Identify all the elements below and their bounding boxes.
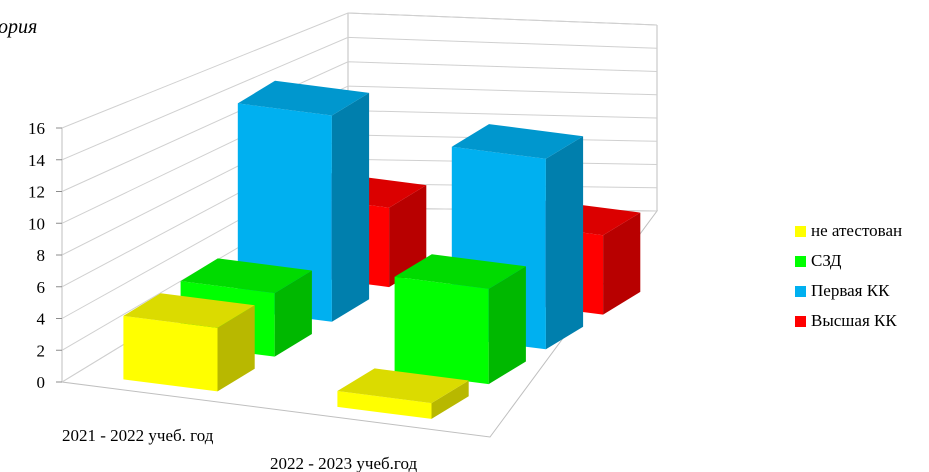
bar-front-face (337, 391, 432, 419)
bars (123, 80, 641, 419)
legend-swatch (795, 255, 806, 267)
legend-label: Высшая КК (811, 311, 897, 330)
legend-swatch (795, 225, 806, 237)
bar-top-face (337, 368, 469, 404)
gridline (61, 85, 658, 224)
legend-label: Первая КК (811, 281, 890, 300)
y-tick-label: 10 (28, 214, 45, 233)
bar-top-face (180, 258, 312, 294)
bar-top-face (394, 254, 526, 289)
legend-item: СЗД (795, 246, 902, 276)
chart-title-fragment: ория (0, 16, 37, 38)
bar-side-face (431, 380, 469, 419)
bar-side-face (331, 92, 370, 322)
y-tick-label: 4 (37, 310, 46, 329)
gridline (61, 12, 658, 129)
bar-side-face (389, 185, 427, 288)
x-category-label: 2021 - 2022 учеб. год (62, 426, 214, 445)
bar-side-face (603, 212, 641, 315)
bar-front-face (394, 276, 489, 385)
y-tick-label: 2 (37, 341, 46, 360)
x-axis-categories: 2021 - 2022 учеб. год 2022 - 2023 учеб.го… (62, 426, 417, 472)
legend-item: Первая КК (795, 276, 902, 306)
x-category-label: 2022 - 2023 учеб.год (270, 454, 417, 472)
gridline (61, 61, 658, 192)
bar-side-face (274, 270, 312, 357)
y-tick-label: 16 (28, 119, 45, 138)
legend-label: не атестован (811, 221, 903, 240)
y-tick-label: 6 (37, 278, 46, 297)
y-tick-label: 0 (37, 373, 46, 392)
bar-2-2 (394, 254, 526, 385)
bar-2-1 (337, 368, 469, 419)
bar-1-1 (123, 293, 255, 392)
legend-item: не атестован (795, 216, 902, 246)
legend-swatch (795, 315, 806, 327)
legend-label: СЗД (811, 251, 842, 270)
bar-side-face (488, 266, 526, 385)
legend-swatch (795, 285, 806, 297)
gridline (61, 36, 658, 161)
legend-item: Высшая КК (795, 306, 902, 336)
bar-1-3 (237, 80, 370, 322)
bar-top-face (123, 293, 255, 328)
bar-top-face (451, 124, 584, 159)
bar-side-face (217, 305, 255, 392)
y-tick-label: 12 (28, 183, 45, 202)
y-tick-label: 8 (37, 246, 46, 265)
bar-top-face (237, 80, 370, 116)
legend: не атестован СЗД Первая КК Высшая КК (795, 216, 902, 336)
bar-front-face (123, 315, 218, 392)
bar-side-face (545, 136, 584, 350)
y-tick-label: 14 (28, 151, 46, 170)
y-axis-ticks: 0 2 4 6 8 10 12 14 16 (28, 119, 62, 392)
